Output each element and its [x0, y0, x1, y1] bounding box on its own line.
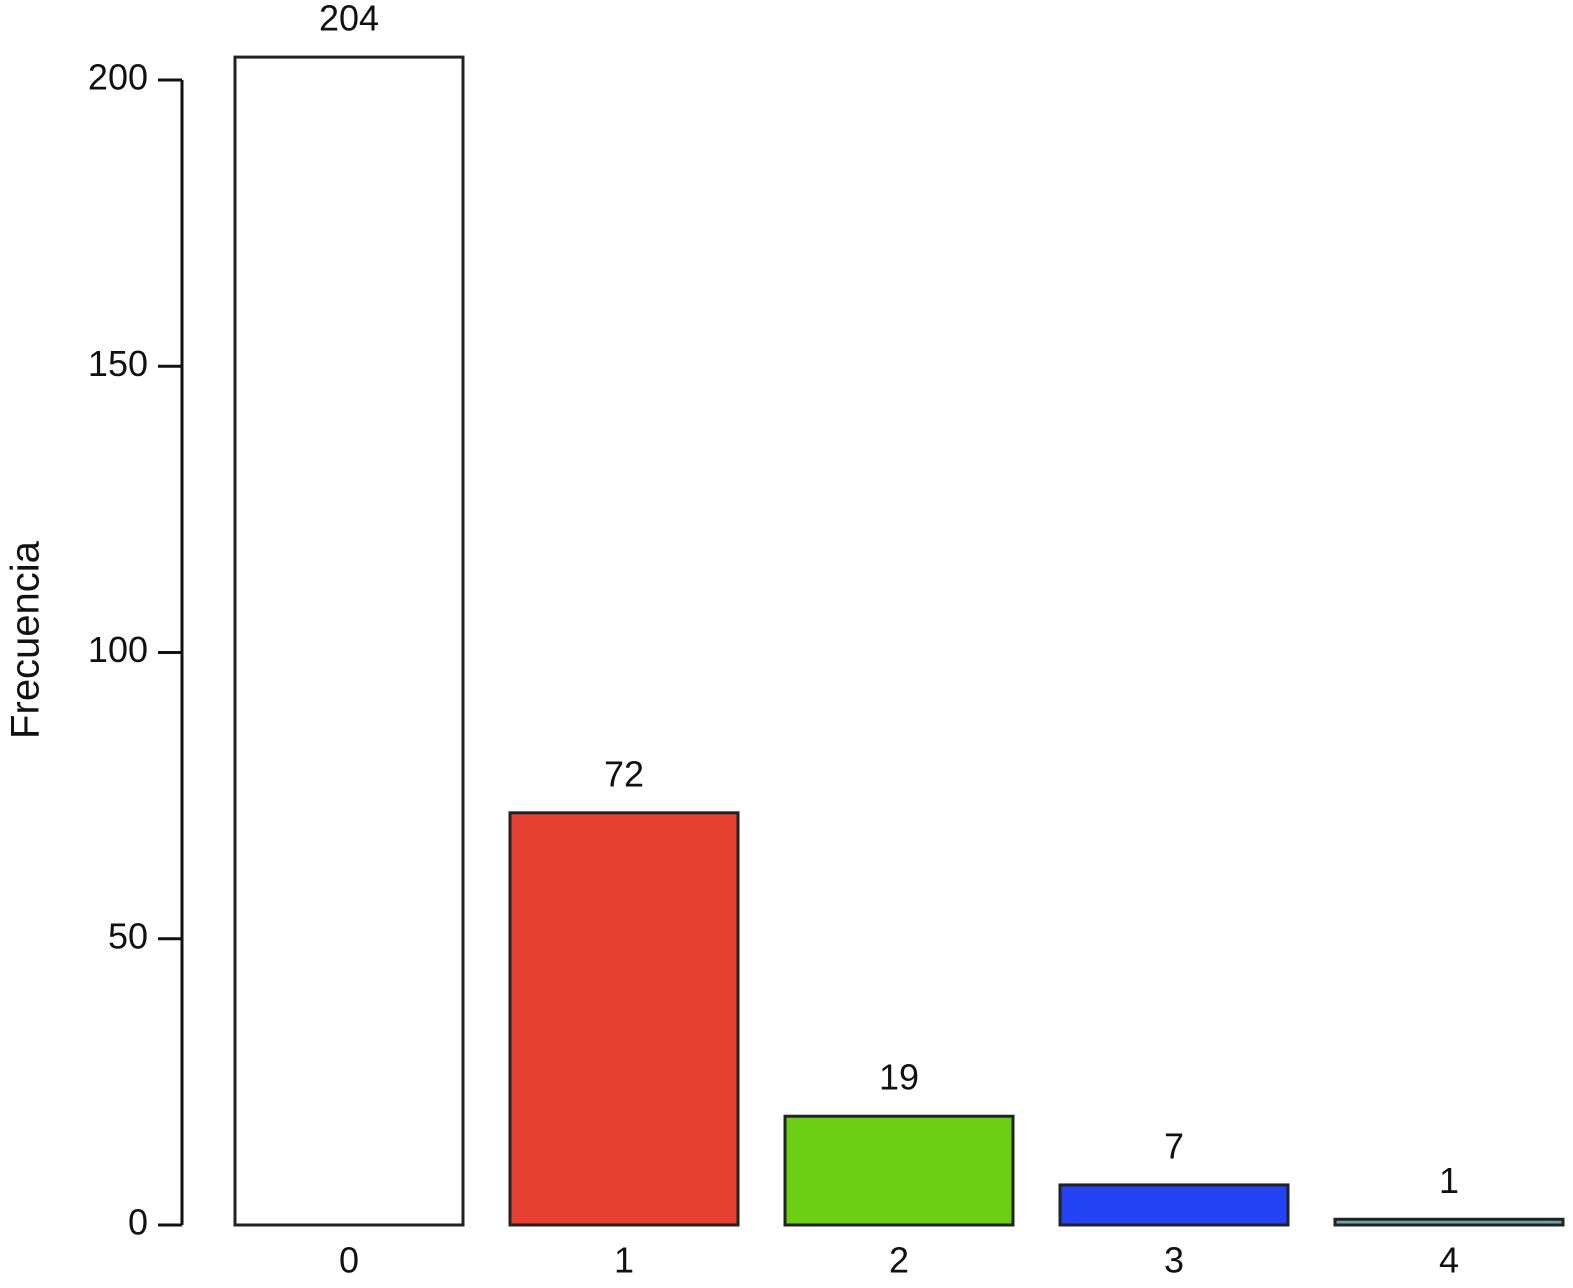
bar	[233, 55, 465, 1227]
bar	[783, 1114, 1015, 1227]
value-label: 19	[879, 1057, 919, 1098]
x-tick-label: 2	[889, 1240, 909, 1281]
value-label: 7	[1164, 1125, 1184, 1166]
value-label: 204	[319, 0, 379, 39]
x-tick-label: 1	[614, 1240, 634, 1281]
bar	[1333, 1217, 1565, 1227]
x-tick-label: 3	[1164, 1240, 1184, 1281]
y-tick-label: 150	[88, 343, 148, 384]
y-tick-label: 100	[88, 629, 148, 670]
y-tick-label: 50	[108, 915, 148, 956]
x-tick-label: 4	[1439, 1240, 1459, 1281]
y-axis-label: Frecuencia	[4, 540, 48, 739]
y-tick-label: 200	[88, 57, 148, 98]
value-label: 1	[1439, 1160, 1459, 1201]
bar	[1058, 1183, 1290, 1227]
x-tick-label: 0	[339, 1240, 359, 1281]
value-label: 72	[604, 753, 644, 794]
bar	[508, 811, 740, 1227]
y-tick-label: 0	[128, 1202, 148, 1243]
